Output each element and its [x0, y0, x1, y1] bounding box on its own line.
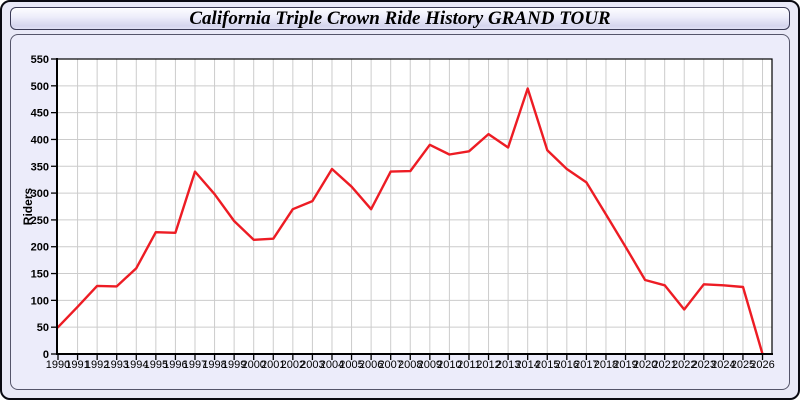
y-tick-label: 50	[37, 322, 49, 334]
x-tick-label: 1993	[104, 359, 128, 371]
x-tick-label: 2002	[281, 359, 305, 371]
x-tick-label: 2003	[300, 359, 324, 371]
y-tick-label: 550	[31, 54, 49, 66]
x-tick-label: 2017	[574, 359, 598, 371]
x-tick-label: 1997	[183, 359, 207, 371]
y-tick-label: 500	[31, 81, 49, 93]
x-tick-label: 1995	[144, 359, 168, 371]
x-tick-label: 1991	[65, 359, 89, 371]
y-tick-label: 450	[31, 108, 49, 120]
y-axis-title: Riders	[21, 188, 35, 226]
x-tick-label: 1992	[85, 359, 109, 371]
x-tick-label: 2011	[457, 359, 481, 371]
x-tick-label: 2007	[378, 359, 402, 371]
x-tick-label: 1994	[124, 359, 148, 371]
x-tick-label: 2023	[692, 359, 716, 371]
y-tick-label: 200	[31, 242, 49, 254]
x-tick-label: 2004	[320, 359, 344, 371]
x-tick-label: 2024	[711, 359, 735, 371]
x-tick-label: 2014	[515, 359, 539, 371]
title-bar: California Triple Crown Ride History GRA…	[10, 7, 790, 30]
riders-line-series	[56, 87, 764, 356]
x-tick-label: 2008	[398, 359, 422, 371]
x-tick-label: 2025	[731, 359, 755, 371]
y-tick-label: 350	[31, 161, 49, 173]
x-tick-label: 2018	[594, 359, 618, 371]
y-tick-label: 100	[31, 295, 49, 307]
x-tick-label: 2019	[613, 359, 637, 371]
x-tick-label: 2010	[437, 359, 461, 371]
x-tick-label: 1996	[163, 359, 187, 371]
chart-title: California Triple Crown Ride History GRA…	[189, 7, 611, 29]
x-tick-label: 2012	[476, 359, 500, 371]
y-tick-label: 300	[31, 188, 49, 200]
x-tick-label: 2021	[652, 359, 676, 371]
y-tick-label: 250	[31, 215, 49, 227]
x-tick-label: 2013	[496, 359, 520, 371]
plot-area	[57, 59, 772, 354]
x-tick-label: 2015	[535, 359, 559, 371]
x-tick-label: 2000	[241, 359, 265, 371]
x-tick-label: 2016	[555, 359, 579, 371]
y-tick-label: 400	[31, 134, 49, 146]
x-tick-label: 2009	[418, 359, 442, 371]
x-tick-label: 2026	[750, 359, 774, 371]
x-tick-label: 1999	[222, 359, 246, 371]
y-tick-label: 150	[31, 269, 49, 281]
x-tick-label: 1998	[202, 359, 226, 371]
x-tick-label: 2001	[261, 359, 285, 371]
x-tick-label: 1990	[46, 359, 70, 371]
x-tick-label: 2005	[339, 359, 363, 371]
x-tick-label: 2022	[672, 359, 696, 371]
x-tick-label: 2020	[633, 359, 657, 371]
y-tick-label: 0	[43, 349, 49, 361]
x-tick-label: 2006	[359, 359, 383, 371]
